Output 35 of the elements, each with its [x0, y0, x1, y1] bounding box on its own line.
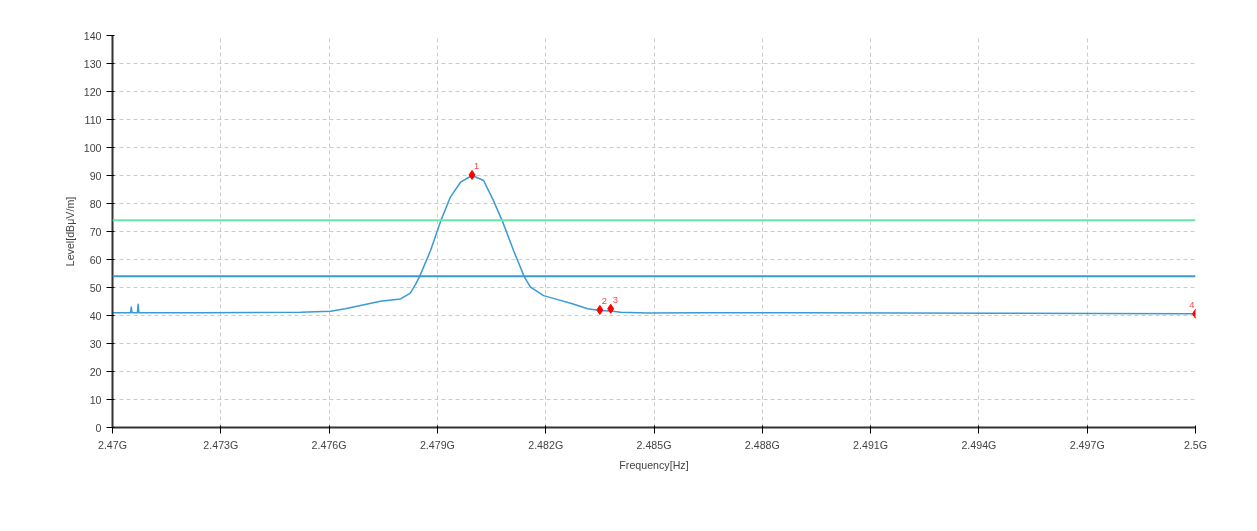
- y-tick-label: 140: [83, 29, 102, 42]
- x-tick-label: 2.47G: [97, 438, 128, 451]
- x-axis-title: Frequency[Hz]: [619, 458, 689, 471]
- y-tick-label: 80: [89, 197, 102, 210]
- y-tick-label: 110: [84, 113, 102, 126]
- annotation: 4: [1189, 299, 1195, 310]
- x-tick-label: 2.482G: [528, 438, 564, 451]
- y-tick-label: 50: [89, 281, 102, 294]
- x-tick-label: 2.497G: [1069, 438, 1105, 451]
- x-tick-label: 2.476G: [311, 438, 347, 451]
- y-tick-label: 30: [89, 337, 102, 350]
- x-tick-label: 2.5G: [1183, 438, 1208, 451]
- y-tick-label: 20: [89, 365, 102, 378]
- annotation: 1: [474, 160, 480, 171]
- x-tick-label: 2.485G: [636, 438, 672, 451]
- annotation: 3: [612, 294, 618, 305]
- y-tick-label: 70: [89, 225, 102, 238]
- y-tick-label: 120: [83, 85, 102, 98]
- x-tick-label: 2.488G: [744, 438, 780, 451]
- y-tick-label: 90: [89, 169, 102, 182]
- y-tick-label: 130: [83, 57, 102, 70]
- point: [596, 304, 604, 315]
- x-tick-label: 2.491G: [853, 438, 889, 451]
- y-tick-label: 100: [83, 141, 102, 154]
- y-tick-label: 0: [95, 421, 102, 434]
- annotation: 2: [601, 295, 608, 306]
- y-axis-title: Level[dBμV/m]: [63, 196, 76, 267]
- x-tick-label: 2.479G: [419, 438, 455, 451]
- y-tick-label: 60: [89, 253, 102, 266]
- x-tick-label: 2.473G: [203, 438, 239, 451]
- y-tick-label: 40: [89, 309, 102, 322]
- x-tick-label: 2.494G: [961, 438, 997, 451]
- y-tick-label: 10: [89, 393, 102, 406]
- point: [468, 169, 476, 180]
- point: [607, 303, 615, 314]
